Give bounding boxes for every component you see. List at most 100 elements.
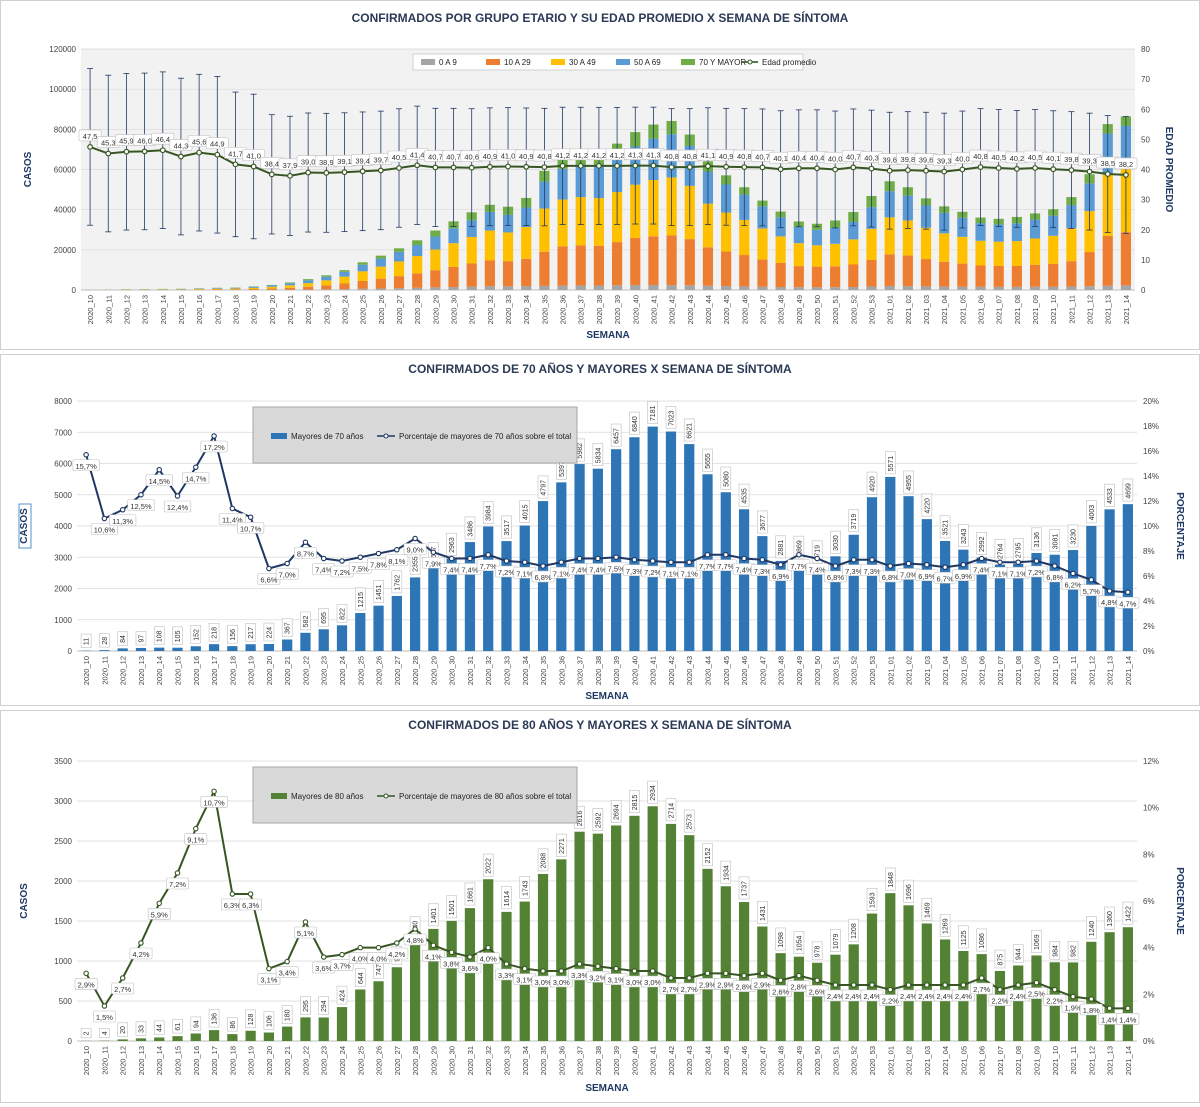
x-tick-label: 2020_51: [831, 295, 840, 324]
bar: [757, 536, 767, 651]
x-tick-label: 2020_21: [286, 295, 295, 324]
bar-segment: [830, 244, 840, 266]
x-tick-label: 2020_18: [228, 1046, 237, 1075]
bar: [556, 482, 566, 651]
bar-segment: [539, 286, 549, 290]
line-point: [194, 826, 198, 830]
bar: [483, 527, 493, 652]
bar-segment: [757, 287, 767, 290]
x-tick-label: 2020_51: [831, 1046, 840, 1075]
percent-data-label: 2,4%: [937, 992, 954, 1001]
x-tick-label: 2020_52: [850, 1046, 859, 1075]
bar-segment: [285, 288, 295, 290]
bar-value-label: 1054: [796, 936, 803, 952]
legend-label: Mayores de 70 años: [291, 432, 364, 441]
line-point: [212, 434, 216, 438]
bar-segment: [412, 256, 422, 273]
x-tick-label: 2021_05: [959, 1046, 968, 1075]
percent-data-label: 8,7%: [297, 549, 314, 558]
percent-data-label: 6,3%: [224, 901, 241, 910]
x-tick-label: 2020_27: [395, 295, 404, 324]
y2-tick-label: 10: [1141, 256, 1150, 265]
line-point: [815, 978, 819, 982]
bar-value-label: 1069: [1034, 934, 1041, 950]
line-point: [433, 165, 438, 170]
bar-value-label: 295: [303, 1000, 310, 1012]
x-tick-label: 2020_37: [576, 656, 585, 685]
legend-label: 10 A 29: [504, 58, 531, 67]
percent-data-label: 7,4%: [589, 566, 606, 575]
bar-segment: [448, 243, 458, 267]
bar-value-label: 1401: [431, 908, 438, 924]
bar-segment: [1012, 266, 1022, 287]
line-data-label: 40,6: [464, 153, 479, 162]
bar-segment: [1066, 228, 1076, 261]
legend-line-marker: [384, 434, 388, 438]
line-point: [1015, 167, 1020, 172]
x-tick-label: 2021_02: [905, 656, 914, 685]
bar: [648, 806, 658, 1041]
line-point: [431, 943, 435, 947]
y2-tick-label: 0%: [1143, 1037, 1155, 1046]
bar-value-label: 1098: [778, 932, 785, 948]
percent-data-label: 2,4%: [845, 992, 862, 1001]
line-point: [888, 987, 892, 991]
line-point: [120, 508, 124, 512]
bar-segment: [957, 237, 967, 264]
bar-value-label: 2271: [559, 838, 566, 854]
x-tick-label: 2020_20: [268, 295, 277, 324]
bar-segment: [1103, 236, 1113, 286]
line-point: [906, 168, 911, 173]
line-data-label: 46,0: [137, 136, 152, 145]
bar-segment: [1012, 287, 1022, 290]
x-tick-label: 2021_03: [923, 656, 932, 685]
line-data-label: 39,1: [337, 157, 352, 166]
percent-data-label: 12,4%: [167, 503, 189, 512]
percent-data-label: 1,4%: [1101, 1015, 1118, 1024]
x-tick-label: 2020_44: [704, 656, 713, 685]
bar: [337, 625, 347, 651]
line-point: [397, 166, 402, 171]
y2-tick-label: 20: [1141, 226, 1150, 235]
x-tick-label: 2020_32: [486, 295, 495, 324]
line-point: [523, 966, 527, 970]
x-tick-label: 2020_36: [557, 1046, 566, 1075]
bar-value-label: 978: [815, 945, 822, 957]
line-point: [852, 983, 856, 987]
line-data-label: 38,2: [1119, 160, 1134, 169]
line-data-label: 40,0: [955, 155, 970, 164]
line-point: [925, 563, 929, 567]
bar-value-label: 152: [193, 629, 200, 641]
bar-segment: [285, 283, 295, 284]
percent-data-label: 7,1%: [681, 569, 698, 578]
bar: [373, 606, 383, 651]
percent-data-label: 10,7%: [240, 524, 262, 533]
line-point: [1033, 166, 1038, 171]
bar-value-label: 1125: [961, 930, 968, 945]
x-tick-label: 2021_04: [940, 295, 949, 324]
line-point: [559, 969, 563, 973]
bar-value-label: 1743: [522, 880, 529, 896]
line-point: [724, 971, 728, 975]
x-tick-label: 2020_39: [612, 1046, 621, 1075]
x-tick-label: 2020_36: [557, 656, 566, 685]
line-data-label: 40,8: [682, 152, 697, 161]
x-tick-label: 2020_19: [247, 656, 256, 685]
line-point: [1071, 571, 1075, 575]
bar: [1068, 550, 1078, 651]
line-point: [1051, 167, 1056, 172]
x-tick-label: 2020_31: [468, 295, 477, 324]
bar-value-label: 1737: [742, 881, 749, 897]
y-tick-label: 2500: [54, 837, 72, 846]
line-point: [778, 167, 783, 172]
x-tick-label: 2020_14: [155, 1046, 164, 1075]
bar: [465, 908, 475, 1041]
bar-value-label: 2355: [413, 556, 420, 572]
y2-tick-label: 4%: [1143, 944, 1155, 953]
bar-segment: [1048, 287, 1058, 290]
bar: [1104, 509, 1114, 651]
line-point: [815, 556, 819, 560]
x-tick-label: 2020_26: [375, 656, 384, 685]
x-tick-label: 2020_26: [377, 295, 386, 324]
percent-data-label: 3,0%: [626, 978, 643, 987]
